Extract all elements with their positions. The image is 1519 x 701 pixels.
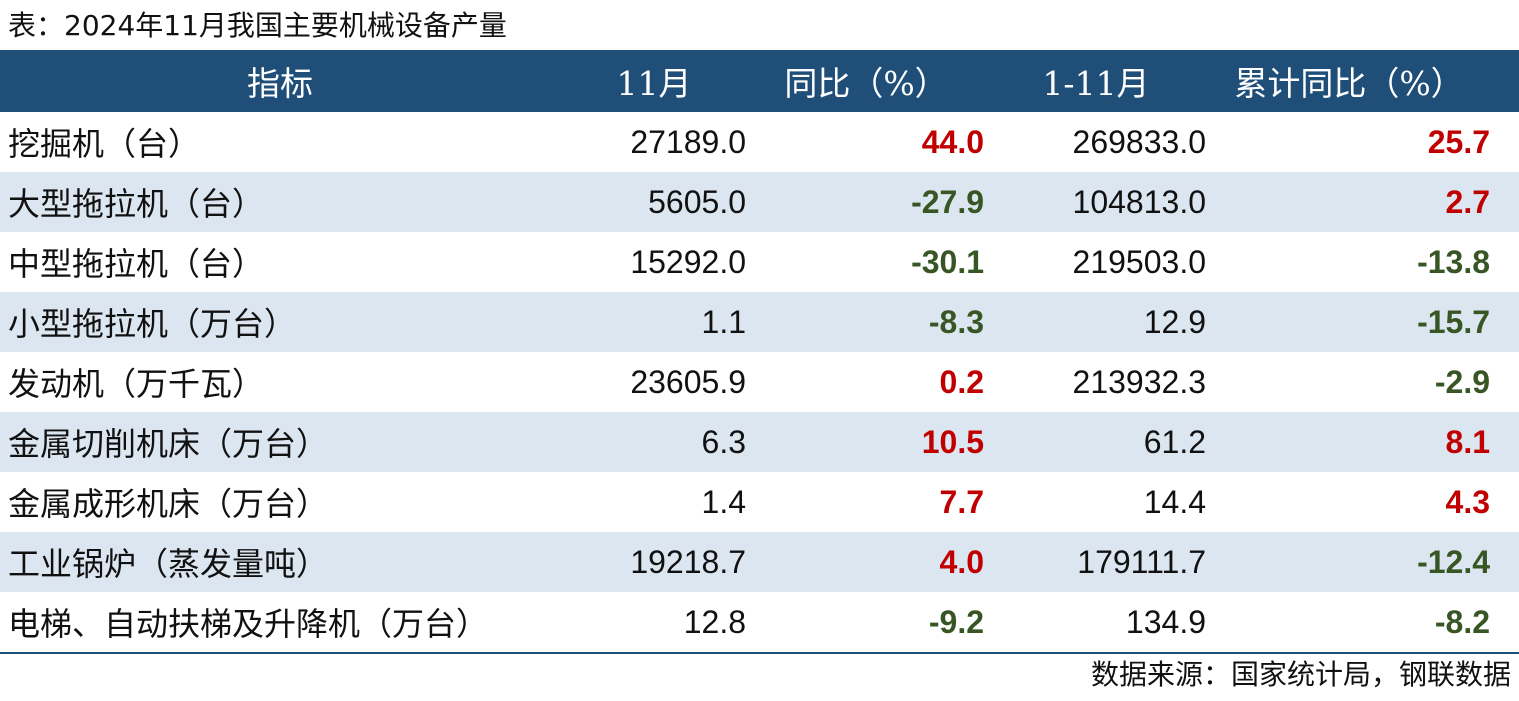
- table-row: 发动机（万千瓦） 23605.9 0.2 213932.3 -2.9: [0, 352, 1519, 412]
- november-value: 1.1: [560, 292, 748, 352]
- cumulative-yoy-value: 2.7: [1208, 172, 1490, 232]
- cumulative-yoy-value: -2.9: [1434, 363, 1490, 400]
- jan-nov-value: 12.9: [984, 292, 1208, 352]
- indicator-name: 金属切削机床（万台）: [0, 412, 560, 472]
- row-spacer: [1490, 292, 1519, 352]
- data-source-note: 数据来源：国家统计局，钢联数据: [1090, 658, 1511, 691]
- jan-nov-value: 219503.0: [1072, 243, 1206, 280]
- yoy-value: -27.9: [748, 172, 984, 232]
- row-spacer: [1490, 472, 1519, 532]
- row-spacer: [1490, 232, 1519, 292]
- november-value: 27189.0: [630, 123, 746, 160]
- table-caption: 表：2024年11月我国主要机械设备产量: [8, 9, 507, 42]
- indicator-name: 挖掘机（台）: [8, 125, 201, 163]
- indicator-name: 工业锅炉（蒸发量吨）: [0, 532, 560, 592]
- yoy-value: -9.2: [748, 592, 984, 654]
- yoy-value: -30.1: [911, 243, 984, 280]
- indicator-name: 小型拖拉机（万台）: [0, 292, 560, 352]
- yoy-value: 44.0: [921, 123, 984, 160]
- november-value: 19218.7: [560, 532, 748, 592]
- cumulative-yoy-value: 8.1: [1208, 412, 1490, 472]
- header-yoy: 同比（%）: [748, 50, 984, 112]
- row-spacer: [1490, 592, 1519, 654]
- cumulative-yoy-value: -13.8: [1417, 243, 1490, 280]
- header-spacer: [1490, 50, 1519, 112]
- yoy-value: 7.7: [939, 483, 984, 520]
- indicator-name: 中型拖拉机（台）: [8, 245, 265, 283]
- november-value: 1.4: [701, 483, 746, 520]
- jan-nov-value: 179111.7: [984, 532, 1208, 592]
- jan-nov-value: 14.4: [1143, 483, 1206, 520]
- indicator-name: 金属成形机床（万台）: [8, 485, 329, 523]
- indicator-name: 大型拖拉机（台）: [0, 172, 560, 232]
- header-jan-nov: 1-11月: [984, 50, 1208, 112]
- yoy-value: 4.0: [748, 532, 984, 592]
- cumulative-yoy-value: -12.4: [1208, 532, 1490, 592]
- jan-nov-value: 213932.3: [1072, 363, 1206, 400]
- cumulative-yoy-value: 25.7: [1427, 123, 1490, 160]
- table-row: 工业锅炉（蒸发量吨） 19218.7 4.0 179111.7 -12.4: [0, 532, 1519, 592]
- table-row: 中型拖拉机（台） 15292.0 -30.1 219503.0 -13.8: [0, 232, 1519, 292]
- jan-nov-value: 104813.0: [984, 172, 1208, 232]
- header-cumulative-yoy: 累计同比（%）: [1208, 50, 1490, 112]
- production-table-container: 指标 11月 同比（%） 1-11月 累计同比（%） 挖掘机（台） 27189.0…: [0, 50, 1519, 654]
- row-spacer: [1490, 172, 1519, 232]
- header-november: 11月: [560, 50, 748, 112]
- cumulative-yoy-value: -8.2: [1208, 592, 1490, 654]
- jan-nov-value: 134.9: [984, 592, 1208, 654]
- table-row: 金属切削机床（万台） 6.3 10.5 61.2 8.1: [0, 412, 1519, 472]
- production-table: 指标 11月 同比（%） 1-11月 累计同比（%） 挖掘机（台） 27189.0…: [0, 50, 1519, 654]
- november-value: 23605.9: [630, 363, 746, 400]
- november-value: 12.8: [560, 592, 748, 654]
- row-spacer: [1490, 412, 1519, 472]
- november-value: 6.3: [560, 412, 748, 472]
- yoy-value: -8.3: [748, 292, 984, 352]
- jan-nov-value: 269833.0: [1072, 123, 1206, 160]
- table-row: 挖掘机（台） 27189.0 44.0 269833.0 25.7: [0, 112, 1519, 173]
- november-value: 5605.0: [560, 172, 748, 232]
- table-row: 大型拖拉机（台） 5605.0 -27.9 104813.0 2.7: [0, 172, 1519, 232]
- table-row: 电梯、自动扶梯及升降机（万台） 12.8 -9.2 134.9 -8.2: [0, 592, 1519, 654]
- november-value: 15292.0: [630, 243, 746, 280]
- indicator-name: 发动机（万千瓦）: [8, 365, 265, 403]
- header-indicator: 指标: [0, 50, 560, 112]
- jan-nov-value: 61.2: [984, 412, 1208, 472]
- table-row: 金属成形机床（万台） 1.4 7.7 14.4 4.3: [0, 472, 1519, 532]
- cumulative-yoy-value: 4.3: [1445, 483, 1490, 520]
- table-row: 小型拖拉机（万台） 1.1 -8.3 12.9 -15.7: [0, 292, 1519, 352]
- indicator-name: 电梯、自动扶梯及升降机（万台）: [0, 592, 560, 654]
- yoy-value: 10.5: [748, 412, 984, 472]
- cumulative-yoy-value: -15.7: [1208, 292, 1490, 352]
- header-row: 指标 11月 同比（%） 1-11月 累计同比（%）: [0, 50, 1519, 112]
- row-spacer: [1490, 352, 1519, 412]
- row-spacer: [1490, 112, 1519, 173]
- yoy-value: 0.2: [939, 363, 984, 400]
- row-spacer: [1490, 532, 1519, 592]
